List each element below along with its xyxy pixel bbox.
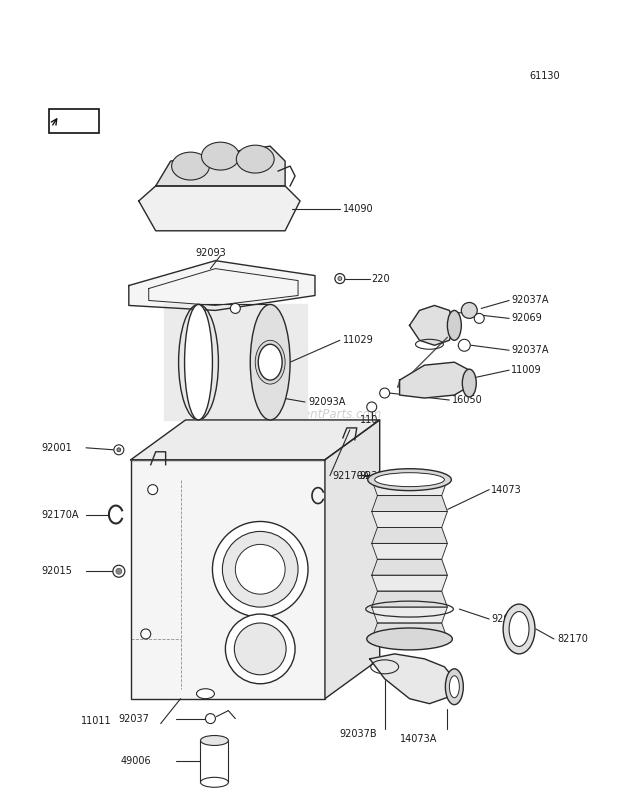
Ellipse shape (255, 341, 285, 384)
Polygon shape (139, 186, 300, 231)
Circle shape (141, 629, 151, 639)
Ellipse shape (172, 152, 210, 180)
Polygon shape (129, 260, 315, 311)
Ellipse shape (202, 142, 239, 170)
Text: 92093: 92093 (195, 247, 226, 258)
Ellipse shape (179, 304, 218, 420)
Bar (49, 109, 99, 133)
Ellipse shape (185, 304, 213, 420)
Ellipse shape (509, 611, 529, 646)
Text: 92015: 92015 (41, 566, 72, 577)
Polygon shape (372, 575, 448, 591)
Circle shape (236, 544, 285, 594)
Circle shape (367, 402, 377, 412)
Polygon shape (400, 363, 471, 398)
Text: 82170: 82170 (557, 634, 588, 644)
Polygon shape (372, 543, 448, 560)
Text: 49006: 49006 (121, 757, 151, 766)
Polygon shape (372, 512, 448, 527)
Polygon shape (156, 146, 285, 186)
Text: 92001: 92001 (41, 443, 72, 453)
Polygon shape (410, 306, 454, 345)
Text: 110: 110 (360, 415, 378, 425)
Ellipse shape (236, 145, 274, 173)
Text: 92037B: 92037B (340, 728, 378, 739)
Circle shape (148, 485, 157, 495)
Ellipse shape (463, 369, 476, 397)
Circle shape (458, 339, 471, 351)
Ellipse shape (448, 311, 461, 341)
Circle shape (114, 444, 124, 455)
Circle shape (335, 273, 345, 284)
Ellipse shape (450, 676, 459, 697)
Text: 92037A: 92037A (511, 295, 549, 306)
Polygon shape (372, 479, 448, 496)
Text: 92037D: 92037D (491, 614, 529, 624)
Circle shape (474, 313, 484, 324)
Polygon shape (372, 496, 448, 512)
Polygon shape (325, 420, 379, 699)
Text: eReplacementParts.com: eReplacementParts.com (238, 409, 382, 422)
Text: 92170A: 92170A (332, 470, 370, 481)
Circle shape (113, 565, 125, 577)
Circle shape (231, 303, 241, 313)
Polygon shape (131, 420, 379, 460)
Text: 11011: 11011 (81, 715, 112, 726)
Ellipse shape (445, 669, 463, 705)
Text: 92037: 92037 (119, 714, 150, 723)
Ellipse shape (368, 469, 451, 491)
Text: 14073A: 14073A (400, 733, 437, 744)
Polygon shape (372, 527, 448, 543)
Ellipse shape (197, 689, 215, 699)
Text: 11029: 11029 (343, 335, 374, 345)
Circle shape (379, 388, 389, 398)
Text: 14090: 14090 (343, 204, 373, 214)
Circle shape (234, 623, 286, 675)
Circle shape (116, 569, 122, 574)
Bar (164, 304, 307, 420)
Ellipse shape (367, 628, 453, 650)
Circle shape (213, 521, 308, 617)
Bar (200, 740, 228, 783)
Polygon shape (372, 623, 448, 639)
Text: 14073: 14073 (491, 485, 522, 495)
Polygon shape (372, 560, 448, 575)
Bar (131, 460, 325, 699)
Text: 220: 220 (372, 273, 391, 284)
Ellipse shape (503, 604, 535, 654)
Ellipse shape (200, 736, 228, 745)
Text: FRONT: FRONT (58, 117, 90, 126)
Text: 61130: 61130 (529, 71, 560, 81)
Text: 92093A: 92093A (308, 397, 345, 407)
Ellipse shape (374, 473, 445, 487)
Ellipse shape (200, 777, 228, 787)
Ellipse shape (250, 304, 290, 420)
Text: 92037A: 92037A (511, 345, 549, 355)
Circle shape (223, 531, 298, 607)
Polygon shape (372, 607, 448, 623)
Circle shape (117, 448, 121, 452)
Circle shape (226, 614, 295, 684)
Text: 92370: 92370 (360, 470, 391, 481)
Polygon shape (372, 591, 448, 607)
Polygon shape (370, 654, 454, 704)
Circle shape (461, 303, 477, 319)
Text: 92069: 92069 (511, 313, 542, 324)
Ellipse shape (259, 345, 282, 380)
Text: 16050: 16050 (453, 395, 483, 405)
Circle shape (338, 277, 342, 281)
Text: 92170A: 92170A (41, 509, 79, 520)
Text: 11009: 11009 (511, 365, 542, 375)
Circle shape (205, 714, 215, 723)
